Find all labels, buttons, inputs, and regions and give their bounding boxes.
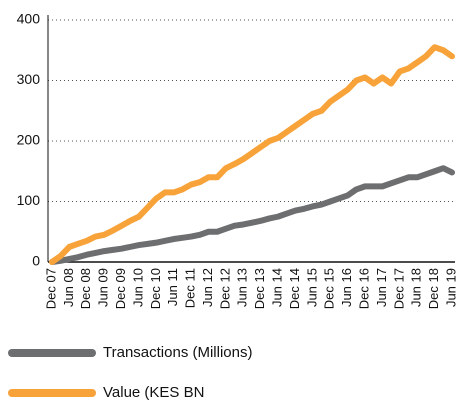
series-line — [49, 165, 455, 265]
y-tick-label: 100 — [17, 192, 41, 208]
x-tick-label: Jun 18 — [409, 268, 424, 307]
y-tick-label: 400 — [17, 11, 41, 27]
y-tick-label: 200 — [17, 132, 41, 148]
legend-label: Value (KES BN — [103, 384, 204, 401]
series-line — [49, 44, 455, 265]
x-tick-label: Dec 09 — [113, 268, 128, 309]
x-tick-label: Dec 18 — [426, 268, 441, 309]
x-tick-label: Dec 15 — [322, 268, 337, 309]
x-tick-label: Dec 11 — [183, 268, 198, 308]
x-tick-label: Jun 13 — [235, 268, 250, 307]
x-tick-label: Dec 08 — [78, 268, 93, 309]
x-tick-label: Dec 14 — [287, 268, 302, 309]
x-tick-label: Jun 15 — [304, 268, 319, 307]
x-tick-label: Dec 07 — [43, 268, 58, 309]
x-tick-label: Jun 10 — [130, 268, 145, 307]
x-tick-label: Jun 08 — [61, 268, 76, 307]
x-tick-label: Jun 09 — [96, 268, 111, 307]
x-tick-label: Jun 11 — [165, 268, 180, 306]
x-tick-label: Jun 12 — [200, 268, 215, 307]
x-tick-label: Dec 12 — [217, 268, 232, 309]
legend-label: Transactions (Millions) — [103, 344, 252, 361]
x-tick-label: Dec 17 — [391, 268, 406, 309]
x-tick-label: Jun 17 — [374, 268, 389, 307]
x-tick-label: Jun 16 — [339, 268, 354, 307]
x-tick-label: Jun 19 — [443, 268, 458, 307]
x-tick-label: Dec 10 — [148, 268, 163, 309]
y-tick-label: 0 — [32, 253, 40, 269]
x-tick-label: Dec 16 — [356, 268, 371, 309]
x-tick-label: Jun 14 — [270, 268, 285, 307]
y-tick-label: 300 — [17, 71, 41, 87]
x-tick-label: Dec 13 — [252, 268, 267, 309]
